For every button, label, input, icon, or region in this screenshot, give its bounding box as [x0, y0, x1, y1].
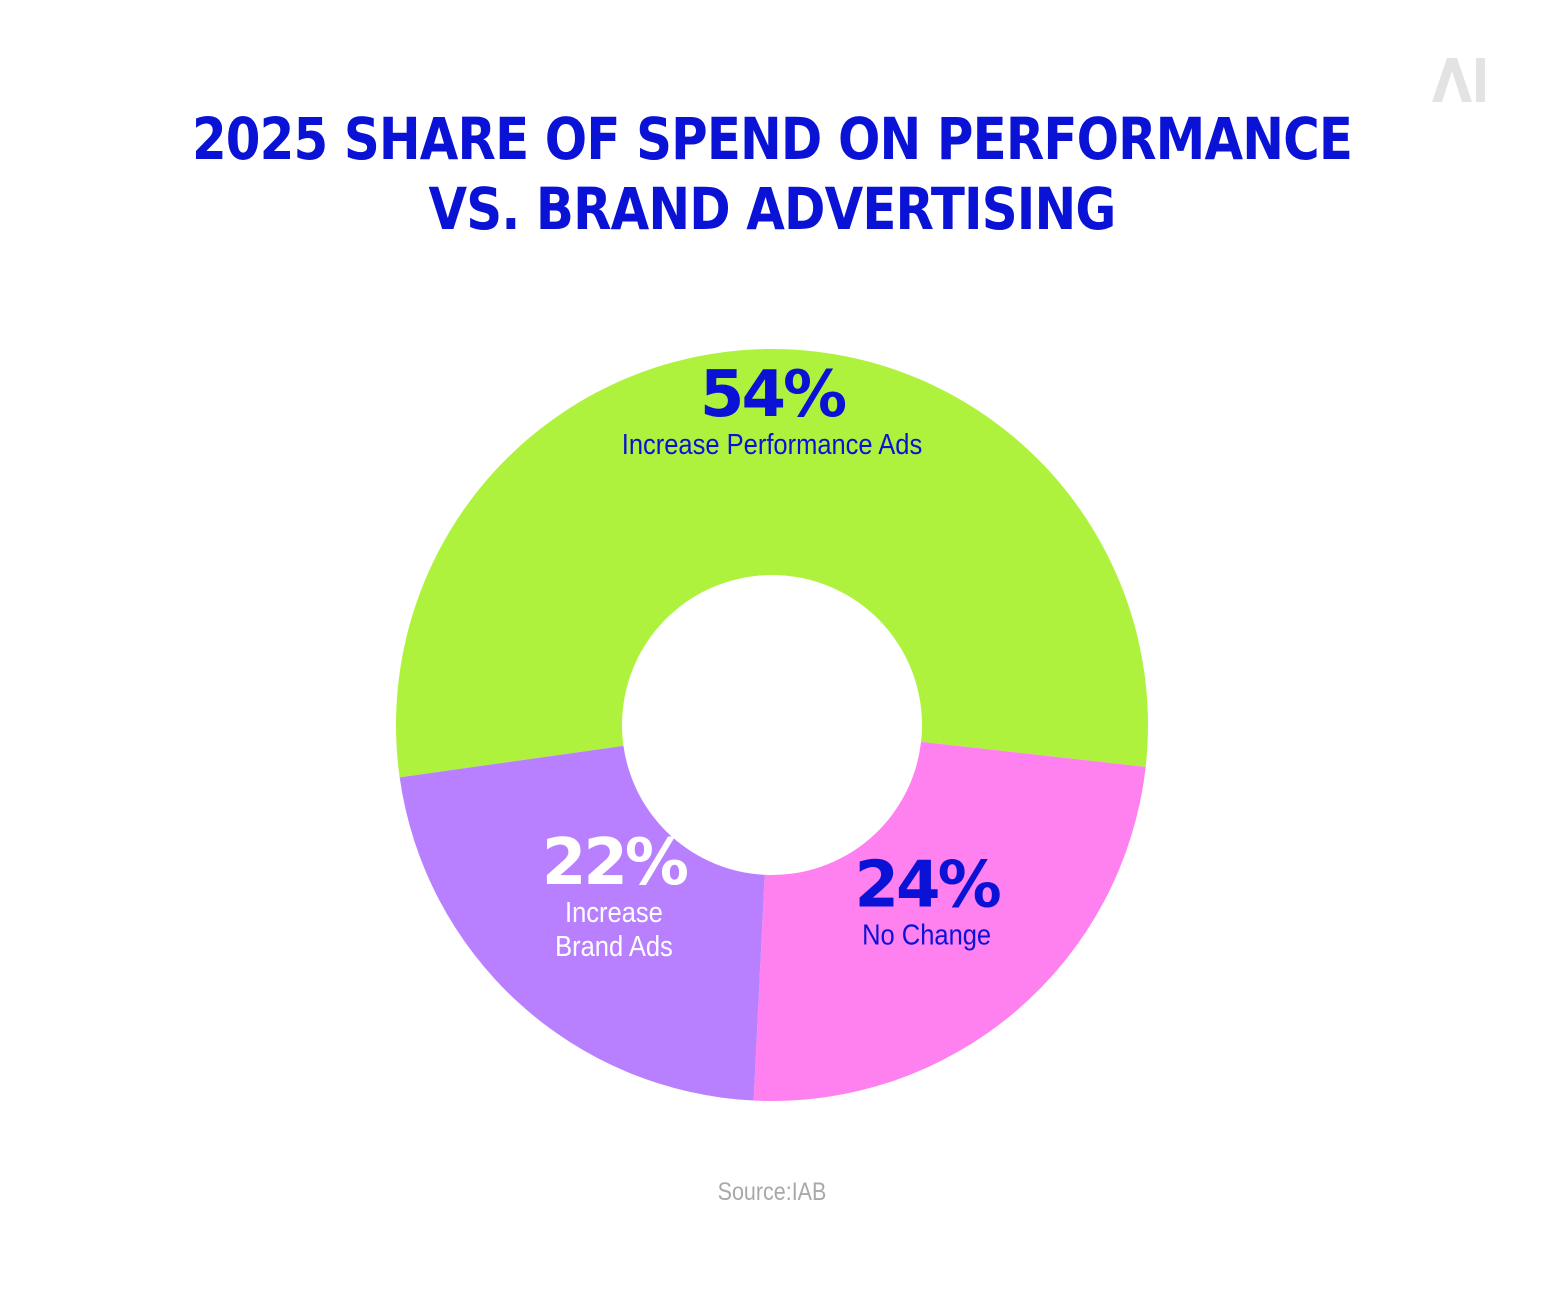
slice-label-1: 54%Increase Performance Ads [622, 358, 923, 460]
chart-title: 2025 SHARE OF SPEND ON PERFORMANCE VS. B… [108, 104, 1436, 244]
donut-slices [395, 348, 1148, 1101]
slice-value-label: 54% [700, 358, 846, 432]
slice-value-label: 22% [542, 826, 688, 900]
brand-logo-icon [1432, 58, 1485, 102]
donut-slice-3 [399, 745, 765, 1101]
donut-slice-1 [395, 348, 1148, 778]
source-note: Source:IAB [717, 1178, 827, 1206]
slice-value-label: 24% [855, 849, 1001, 923]
donut-slice-2 [753, 741, 1146, 1101]
slice-category-label: Increase [565, 895, 663, 928]
slice-category-label: Brand Ads [555, 929, 673, 962]
chart-title-line-1: 2025 SHARE OF SPEND ON PERFORMANCE [191, 105, 1353, 173]
chart-title-line-2: VS. BRAND ADVERTISING [428, 175, 1117, 243]
slice-category-label: No Change [862, 918, 991, 951]
slice-label-2: 24%No Change [855, 849, 1004, 951]
slice-category-label: Increase Performance Ads [622, 427, 923, 460]
